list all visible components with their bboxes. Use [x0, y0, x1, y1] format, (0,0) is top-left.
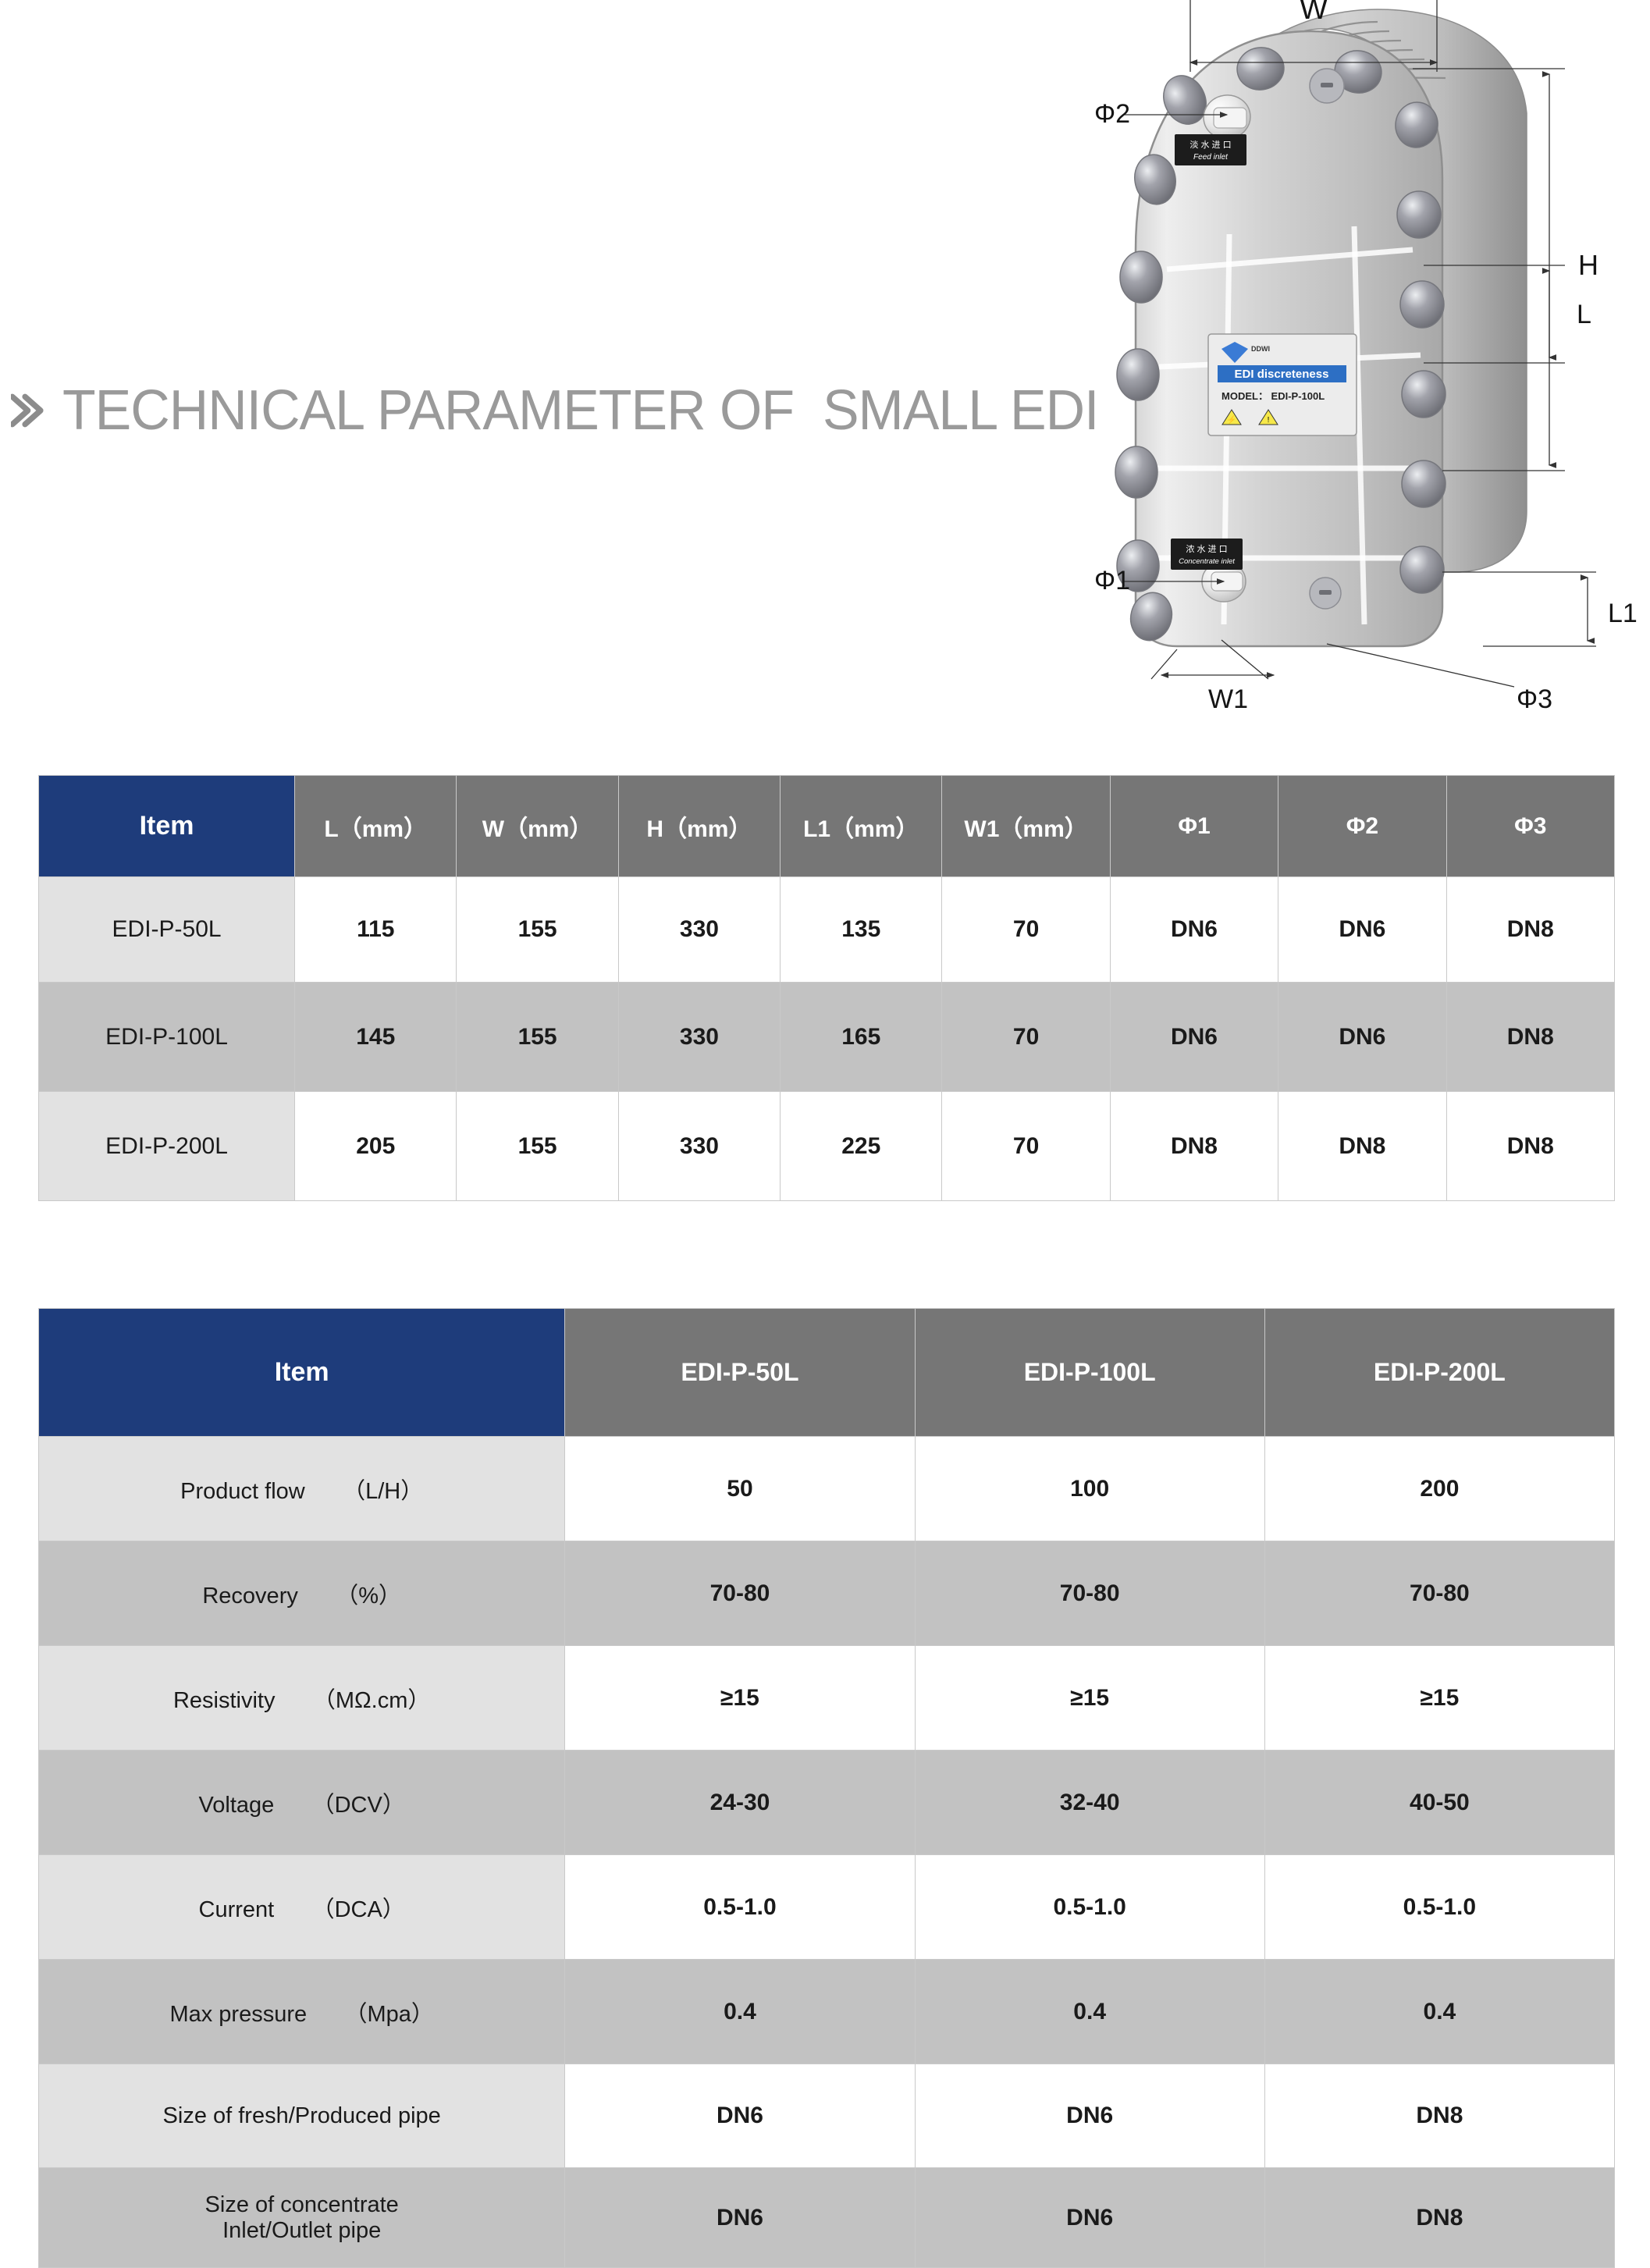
- svg-text:Concentrate inlet: Concentrate inlet: [1179, 557, 1235, 566]
- svg-text:浓 水 进 口: 浓 水 进 口: [1186, 544, 1227, 554]
- svg-text:MODEL： EDI-P-100L: MODEL： EDI-P-100L: [1221, 390, 1325, 402]
- svg-text:EDI discreteness: EDI discreteness: [1235, 368, 1329, 381]
- svg-text:L1: L1: [1608, 599, 1638, 628]
- svg-text:W: W: [1300, 0, 1328, 26]
- svg-text:L: L: [1577, 300, 1591, 329]
- svg-text:H: H: [1578, 249, 1598, 281]
- svg-text:Φ2: Φ2: [1094, 99, 1130, 129]
- svg-text:DDWI: DDWI: [1251, 345, 1270, 353]
- svg-text:淡 水 进 口: 淡 水 进 口: [1189, 140, 1231, 150]
- svg-text:W1: W1: [1208, 684, 1248, 714]
- svg-text:Φ3: Φ3: [1517, 684, 1552, 714]
- svg-text:Feed inlet: Feed inlet: [1193, 153, 1229, 162]
- svg-text:Φ1: Φ1: [1094, 566, 1130, 595]
- svg-text:!: !: [1268, 416, 1270, 425]
- svg-text:⚡: ⚡: [1227, 414, 1236, 425]
